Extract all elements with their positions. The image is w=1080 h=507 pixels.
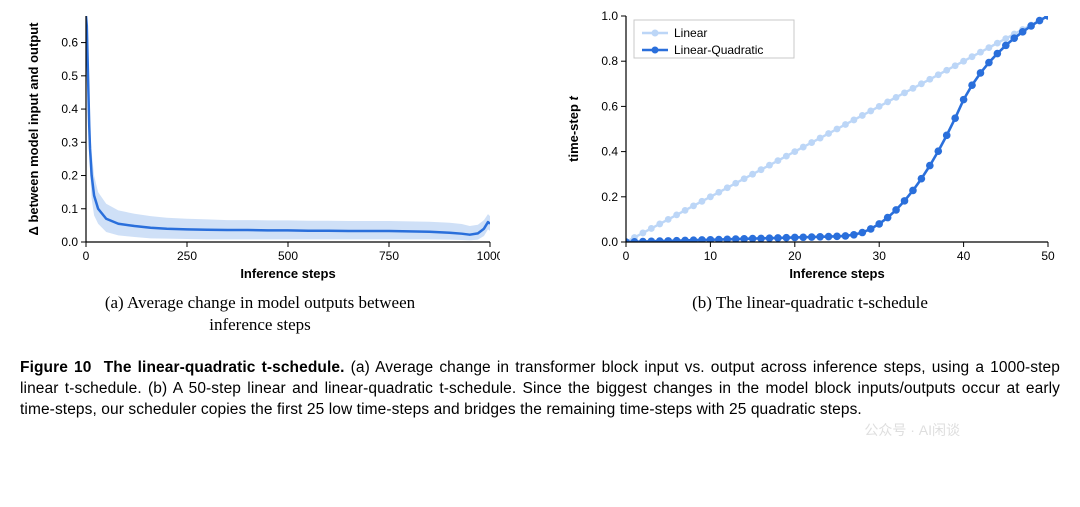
svg-text:0.6: 0.6 [601, 99, 618, 113]
svg-text:0.0: 0.0 [61, 235, 78, 249]
caption-title: The linear-quadratic t-schedule. [104, 359, 345, 376]
svg-text:0.8: 0.8 [601, 54, 618, 68]
subcaption-a: (a) Average change in model outputs betw… [105, 292, 415, 336]
svg-text:0.2: 0.2 [61, 169, 78, 183]
svg-text:0: 0 [623, 249, 630, 263]
svg-text:0.6: 0.6 [61, 36, 78, 50]
svg-text:0.4: 0.4 [601, 145, 618, 159]
svg-text:0.1: 0.1 [61, 202, 78, 216]
svg-text:500: 500 [278, 249, 298, 263]
chart-a-col: 0 250 500 750 1000 0.0 0.1 0.2 0.3 0.4 0.5 0.6 Infer… [20, 6, 500, 336]
watermark-text: 公众号 · AI闲谈 [864, 420, 960, 440]
svg-text:0.4: 0.4 [61, 102, 78, 116]
svg-text:Linear-Quadratic: Linear-Quadratic [674, 43, 763, 57]
svg-text:1000: 1000 [477, 249, 500, 263]
figure-container: 025050075010000.00.10.20.30.40.50.6Infer… [0, 0, 1080, 421]
chart-a: 0 250 500 750 1000 0.0 0.1 0.2 0.3 0.4 0.5 0.6 Infer… [20, 6, 500, 286]
chart-b: 0 10 20 30 40 50 0.0 0.2 0.4 0.6 0.8 1.0 Inference s… [560, 6, 1060, 286]
svg-text:Δ between model input and outp: Δ between model input and output [26, 22, 41, 236]
svg-text:Inference steps: Inference steps [789, 266, 884, 281]
svg-text:20: 20 [788, 249, 802, 263]
svg-text:750: 750 [379, 249, 399, 263]
svg-text:time-step t: time-step t [566, 95, 581, 161]
svg-text:1.0: 1.0 [601, 9, 618, 23]
svg-text:Inference steps: Inference steps [240, 266, 335, 281]
svg-text:Linear: Linear [674, 26, 707, 40]
svg-text:30: 30 [873, 249, 887, 263]
subcaption-b: (b) The linear-quadratic t-schedule [692, 292, 928, 314]
svg-text:40: 40 [957, 249, 971, 263]
svg-text:0.2: 0.2 [601, 190, 618, 204]
caption-fignum: Figure 10 [20, 359, 92, 376]
chart-b-col: 0 10 20 30 40 50 0.0 0.2 0.4 0.6 0.8 1.0 Inference s… [560, 6, 1060, 314]
svg-text:10: 10 [704, 249, 718, 263]
charts-row: 025050075010000.00.10.20.30.40.50.6Infer… [20, 6, 1060, 336]
svg-text:0.5: 0.5 [61, 69, 78, 83]
svg-text:50: 50 [1041, 249, 1055, 263]
svg-text:0.0: 0.0 [601, 235, 618, 249]
figure-caption: Figure 10 The linear-quadratic t-schedul… [20, 358, 1060, 421]
svg-text:0.3: 0.3 [61, 135, 78, 149]
svg-text:250: 250 [177, 249, 197, 263]
svg-text:0: 0 [83, 249, 90, 263]
